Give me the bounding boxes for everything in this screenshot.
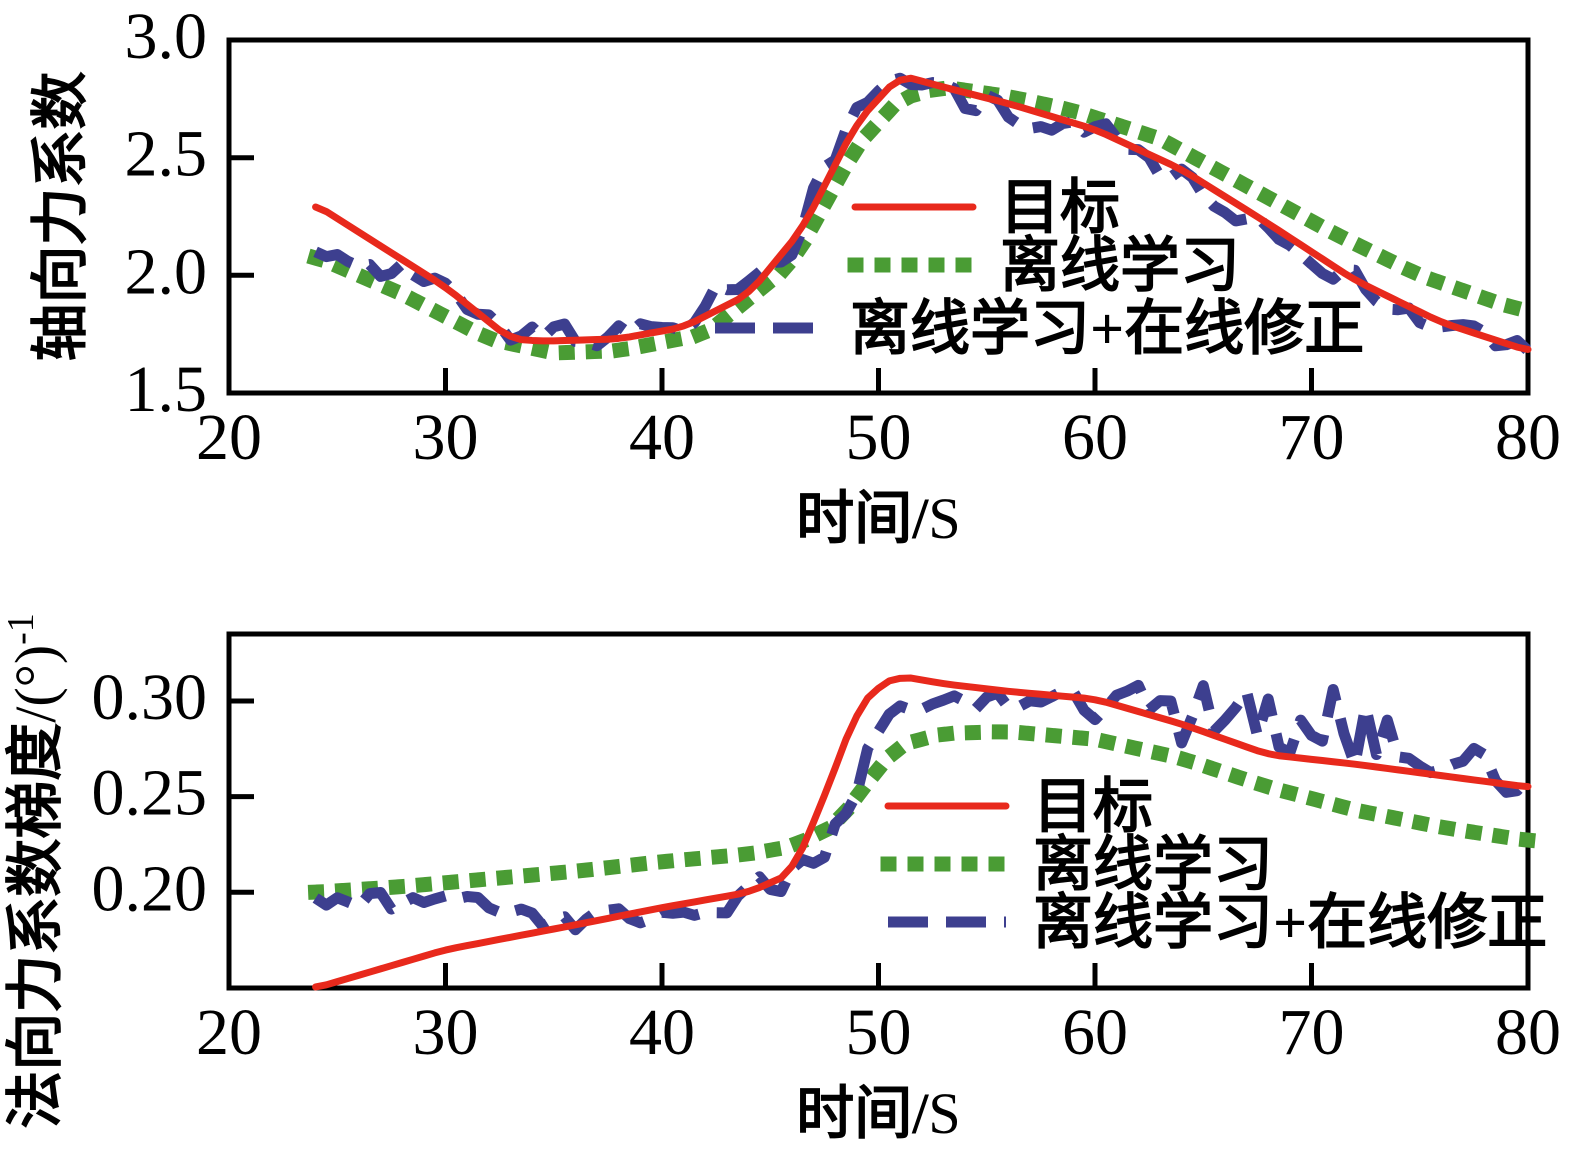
svg-text:40: 40 [629,401,695,474]
svg-text:离线学习: 离线学习 [1000,233,1240,299]
svg-text:50: 50 [846,996,912,1069]
svg-text:目标: 目标 [1000,175,1120,241]
svg-text:0.30: 0.30 [92,661,208,734]
svg-text:离线学习+在线修正: 离线学习+在线修正 [850,296,1364,362]
svg-text:60: 60 [1062,996,1128,1069]
svg-text:50: 50 [846,401,912,474]
svg-text:0.25: 0.25 [92,757,208,830]
svg-text:80: 80 [1495,996,1561,1069]
svg-text:20: 20 [196,996,262,1069]
svg-text:时间/S: 时间/S [796,486,960,551]
svg-text:40: 40 [629,996,695,1069]
svg-text:30: 30 [413,996,479,1069]
svg-text:时间/S: 时间/S [796,1081,960,1146]
svg-text:法向力系数梯度/(°)-1: 法向力系数梯度/(°)-1 [0,613,68,1129]
svg-text:0.20: 0.20 [92,852,208,925]
svg-text:80: 80 [1495,401,1561,474]
svg-text:目标: 目标 [1033,774,1153,840]
svg-text:2.5: 2.5 [125,118,208,191]
svg-text:轴向力系数: 轴向力系数 [28,71,93,361]
svg-text:离线学习: 离线学习 [1033,832,1273,898]
svg-text:1.5: 1.5 [125,353,208,426]
svg-text:30: 30 [413,401,479,474]
svg-text:3.0: 3.0 [125,0,208,73]
svg-text:2.0: 2.0 [125,235,208,308]
svg-text:70: 70 [1279,401,1345,474]
svg-text:离线学习+在线修正: 离线学习+在线修正 [1033,890,1547,956]
svg-text:60: 60 [1062,401,1128,474]
svg-text:70: 70 [1279,996,1345,1069]
